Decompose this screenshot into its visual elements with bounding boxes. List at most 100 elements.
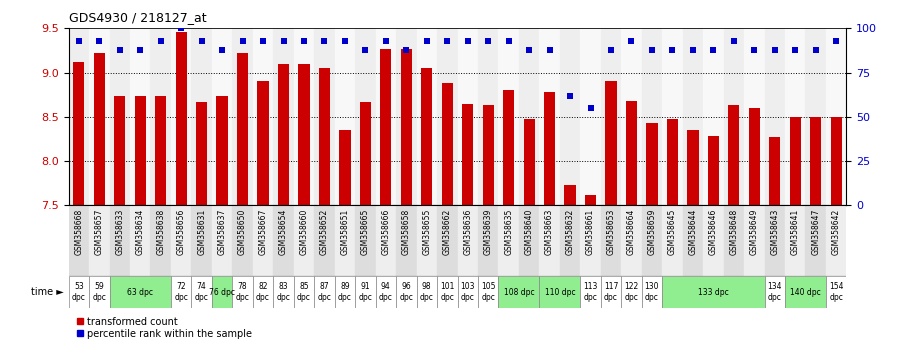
Bar	[621, 276, 641, 308]
Bar	[360, 102, 371, 205]
Text: GSM358659: GSM358659	[648, 209, 656, 255]
Bar	[646, 123, 658, 205]
Text: GSM358656: GSM358656	[177, 209, 186, 255]
Bar	[437, 276, 458, 308]
Bar	[274, 205, 294, 276]
Bar	[565, 185, 576, 205]
Bar	[278, 64, 289, 205]
Bar	[478, 28, 499, 205]
Bar	[421, 68, 433, 205]
Bar	[217, 96, 228, 205]
Text: 103
dpc: 103 dpc	[460, 282, 475, 302]
Bar	[662, 276, 765, 308]
Bar	[499, 276, 539, 308]
Legend: transformed count, percentile rank within the sample: transformed count, percentile rank withi…	[73, 313, 256, 343]
Text: GSM358651: GSM358651	[340, 209, 350, 255]
Bar	[519, 205, 539, 276]
Bar	[585, 195, 597, 205]
Text: 108 dpc: 108 dpc	[503, 287, 534, 297]
Bar	[621, 28, 641, 205]
Bar	[626, 101, 637, 205]
Bar	[257, 81, 269, 205]
Bar	[785, 205, 805, 276]
Text: 113
dpc: 113 dpc	[584, 282, 597, 302]
Bar	[785, 28, 805, 205]
Text: GSM358660: GSM358660	[299, 209, 308, 255]
Bar	[355, 205, 376, 276]
Bar	[294, 205, 314, 276]
Bar	[396, 205, 416, 276]
Bar	[355, 276, 376, 308]
Bar	[318, 68, 330, 205]
Text: GSM358639: GSM358639	[484, 209, 492, 255]
Text: 122
dpc: 122 dpc	[624, 282, 639, 302]
Bar	[376, 276, 396, 308]
Bar	[744, 28, 765, 205]
Text: GSM358636: GSM358636	[463, 209, 472, 255]
Text: GSM358649: GSM358649	[749, 209, 759, 255]
Bar	[442, 83, 453, 205]
Bar	[482, 105, 494, 205]
Bar	[703, 205, 724, 276]
Bar	[724, 205, 744, 276]
Text: GSM358641: GSM358641	[791, 209, 800, 255]
Bar	[601, 205, 621, 276]
Bar	[519, 28, 539, 205]
Bar	[826, 276, 846, 308]
Text: GSM358665: GSM358665	[361, 209, 370, 255]
Bar	[826, 205, 846, 276]
Text: GSM358634: GSM358634	[135, 209, 145, 255]
Bar	[416, 28, 437, 205]
Bar	[69, 28, 89, 205]
Text: GSM358635: GSM358635	[504, 209, 513, 255]
Text: 154
dpc: 154 dpc	[829, 282, 844, 302]
Text: GSM358648: GSM358648	[729, 209, 738, 255]
Bar	[253, 205, 274, 276]
Text: GSM358638: GSM358638	[156, 209, 166, 255]
Bar	[274, 276, 294, 308]
Bar	[130, 205, 150, 276]
Text: 53
dpc: 53 dpc	[72, 282, 86, 302]
Bar	[274, 28, 294, 205]
Bar	[810, 117, 822, 205]
Text: GSM358657: GSM358657	[95, 209, 103, 255]
Bar	[191, 28, 212, 205]
Bar	[253, 276, 274, 308]
Text: GSM358650: GSM358650	[238, 209, 247, 255]
Text: 87
dpc: 87 dpc	[318, 282, 331, 302]
Bar	[294, 28, 314, 205]
Bar	[560, 28, 580, 205]
Bar	[683, 28, 703, 205]
Text: 117
dpc: 117 dpc	[604, 282, 619, 302]
Bar	[110, 28, 130, 205]
Bar	[458, 205, 478, 276]
Bar	[544, 92, 555, 205]
Text: GSM358666: GSM358666	[382, 209, 391, 255]
Text: 82
dpc: 82 dpc	[256, 282, 270, 302]
Text: GSM358642: GSM358642	[832, 209, 841, 255]
Bar	[601, 276, 621, 308]
Bar	[171, 205, 191, 276]
Bar	[748, 108, 759, 205]
Bar	[703, 28, 724, 205]
Bar	[744, 205, 765, 276]
Bar	[191, 276, 212, 308]
Bar	[601, 28, 621, 205]
Bar	[539, 276, 580, 308]
Bar	[335, 205, 355, 276]
Text: 98
dpc: 98 dpc	[420, 282, 434, 302]
Text: GSM358647: GSM358647	[812, 209, 820, 255]
Text: 94
dpc: 94 dpc	[379, 282, 393, 302]
Bar	[150, 205, 171, 276]
Bar	[232, 28, 253, 205]
Text: 72
dpc: 72 dpc	[174, 282, 188, 302]
Bar	[621, 205, 641, 276]
Bar	[687, 130, 698, 205]
Bar	[728, 105, 739, 205]
Bar	[416, 276, 437, 308]
Bar	[401, 49, 412, 205]
Bar	[130, 28, 150, 205]
Text: GSM358637: GSM358637	[218, 209, 227, 255]
Text: GSM358653: GSM358653	[607, 209, 616, 255]
Bar	[335, 28, 355, 205]
